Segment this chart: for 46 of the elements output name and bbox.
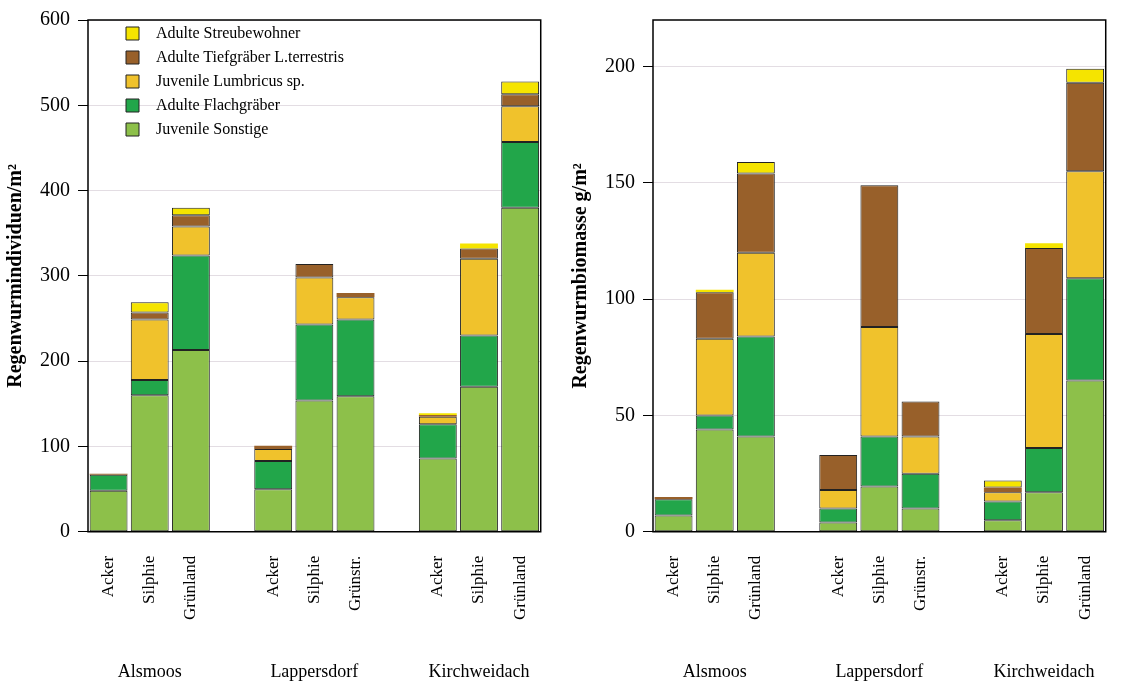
y-tick-label: 300	[40, 263, 70, 286]
y-axis-title: Regenwurmbiomasse g/m²	[568, 163, 592, 389]
legend-label: Juvenile Lumbricus sp.	[156, 72, 305, 91]
x-tick-label: Acker	[992, 555, 1012, 598]
text: Alsmoos	[682, 660, 747, 681]
x-tick-label: Acker	[427, 555, 447, 598]
x-tick-label: Silphie	[1033, 555, 1053, 604]
x-tick-label: Acker	[98, 555, 118, 598]
y-tick-label: 0	[60, 519, 70, 542]
text: Lappersdorf	[835, 660, 924, 681]
x-tick-label: Grünstr.	[344, 555, 364, 612]
x-tick-label: Silphie	[468, 555, 488, 604]
y-axis-title: Regenwurmindividuen/m²	[3, 163, 27, 388]
x-tick-label: Grünland	[1074, 555, 1094, 621]
y-tick-label: 100	[605, 286, 635, 309]
x-tick-label: Grünland	[180, 555, 200, 621]
text: Kirchweidach	[993, 660, 1095, 681]
x-tick-label: Silphie	[868, 555, 888, 604]
bar	[336, 292, 375, 298]
legend-label: Adulte Flachgräber	[156, 96, 281, 115]
text: Alsmoos	[117, 660, 182, 681]
y-tick-label: 150	[605, 170, 635, 193]
y-tick-label: 0	[625, 519, 635, 542]
y-tick-label: 100	[40, 433, 70, 456]
text: Kirchweidach	[428, 660, 530, 681]
bar	[460, 243, 498, 249]
x-tick-label: Acker	[663, 555, 683, 598]
x-tick-label: Acker	[827, 555, 847, 598]
text: Lappersdorf	[270, 660, 359, 681]
x-tick-label: Silphie	[303, 555, 323, 604]
x-tick-label: Grünland	[509, 555, 529, 621]
y-tick-label: 50	[615, 402, 635, 425]
legend-label: Adulte Streubewohner	[156, 24, 302, 42]
y-tick-label: 200	[605, 53, 635, 76]
y-tick-label: 400	[40, 177, 70, 200]
x-tick-label: Silphie	[139, 555, 159, 604]
x-tick-label: Acker	[262, 555, 282, 598]
x-tick-label: Grünstr.	[909, 555, 929, 612]
legend-label: Juvenile Sonstige	[156, 120, 269, 139]
y-tick-label: 600	[40, 7, 70, 30]
legend-label: Adulte Tiefgräber L.terrestris	[156, 48, 344, 67]
y-tick-label: 200	[40, 348, 70, 371]
x-tick-label: Grünland	[745, 555, 765, 621]
x-tick-label: Silphie	[704, 555, 724, 604]
y-tick-label: 500	[40, 92, 70, 115]
bar	[1025, 243, 1063, 248]
